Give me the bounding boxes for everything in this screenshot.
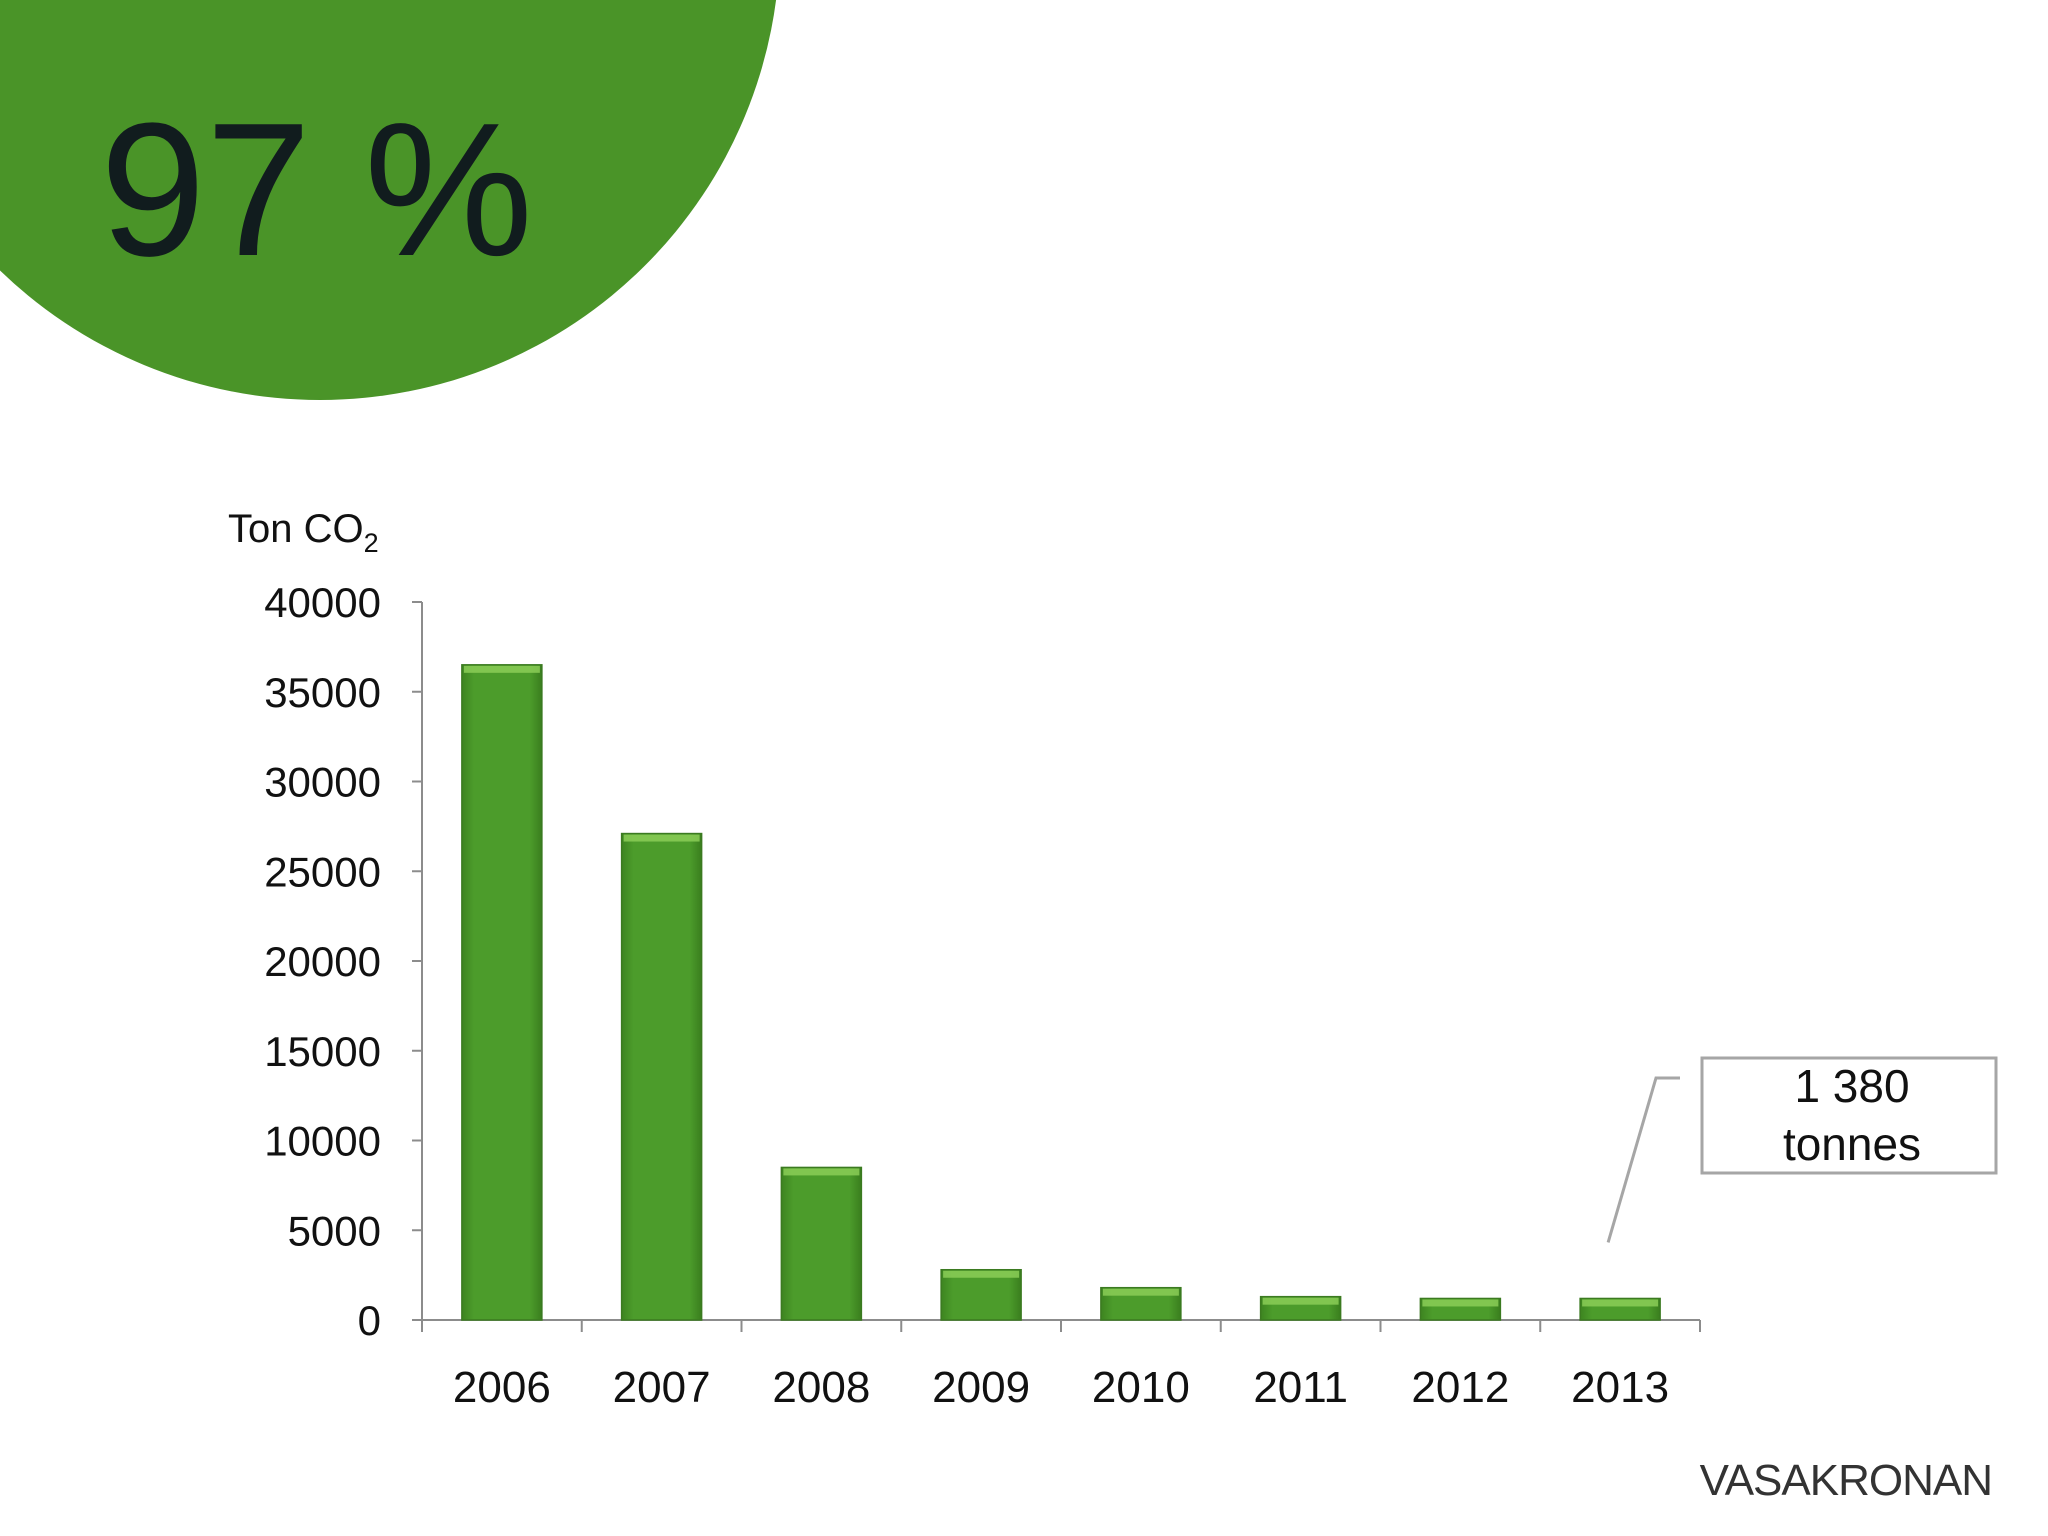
bar-2007 [620,832,703,1321]
x-tick-label: 2011 [1253,1363,1348,1412]
y-tick-label: 0 [358,1297,381,1344]
x-tick-label: 2009 [932,1363,1030,1412]
y-tick-label: 30000 [264,759,381,806]
bar-highlight-2011 [1262,1297,1339,1305]
y-axis-ticks: 0 5000 10000 15000 20000 25000 30000 35000 40000 [264,579,422,1344]
bar-2006 [461,664,543,1321]
bar-highlight-2009 [943,1270,1020,1278]
x-tick-label: 2006 [453,1363,551,1412]
bar-highlight-2010 [1102,1288,1179,1296]
bar-2009 [940,1268,1022,1321]
y-tick-label: 20000 [264,938,381,985]
y-tick-label: 40000 [264,579,381,626]
y-tick-label: 35000 [264,669,381,716]
bar-2008 [780,1166,863,1321]
bar-highlight-2007 [623,834,700,842]
y-tick-label: 25000 [264,848,381,895]
y-tick-label: 5000 [288,1207,381,1254]
callout-leader-line [1606,1076,1680,1243]
callout-value: 1 380 [1794,1060,1909,1112]
x-tick-label: 2007 [613,1363,711,1412]
bars-group: 2006 2007 2008 2009 2010 2011 2012 2013 [453,664,1669,1412]
y-tick-label: 10000 [264,1118,381,1165]
y-axis-label: Ton CO2 [228,507,379,558]
vasakronan-logo: VASAKRONAN [1700,1456,1992,1505]
callout-unit: tonnes [1783,1118,1921,1170]
bar-highlight-2006 [463,665,540,673]
y-axis-label-main: Ton CO [228,507,364,551]
x-tick-label: 2008 [772,1363,870,1412]
x-tick-label: 2012 [1411,1363,1509,1412]
headline-circle [0,0,776,400]
x-tick-label: 2010 [1092,1363,1190,1412]
x-axis-ticks [421,1320,1701,1332]
headline-percentage: 97 % [100,84,533,296]
bar-highlight-2013 [1582,1299,1659,1307]
callout-box [1700,1056,1998,1175]
annotation-callout: 1 380 tonnes [1606,1056,1998,1243]
y-tick-label: 15000 [264,1028,381,1075]
x-tick-label: 2013 [1571,1363,1669,1412]
bar-chart: Ton CO2 0 5000 10000 15000 20000 25000 30000 35… [228,507,1701,1412]
y-axis-label-subscript: 2 [364,528,379,558]
bar-highlight-2008 [783,1168,860,1176]
bar-highlight-2012 [1422,1299,1499,1307]
